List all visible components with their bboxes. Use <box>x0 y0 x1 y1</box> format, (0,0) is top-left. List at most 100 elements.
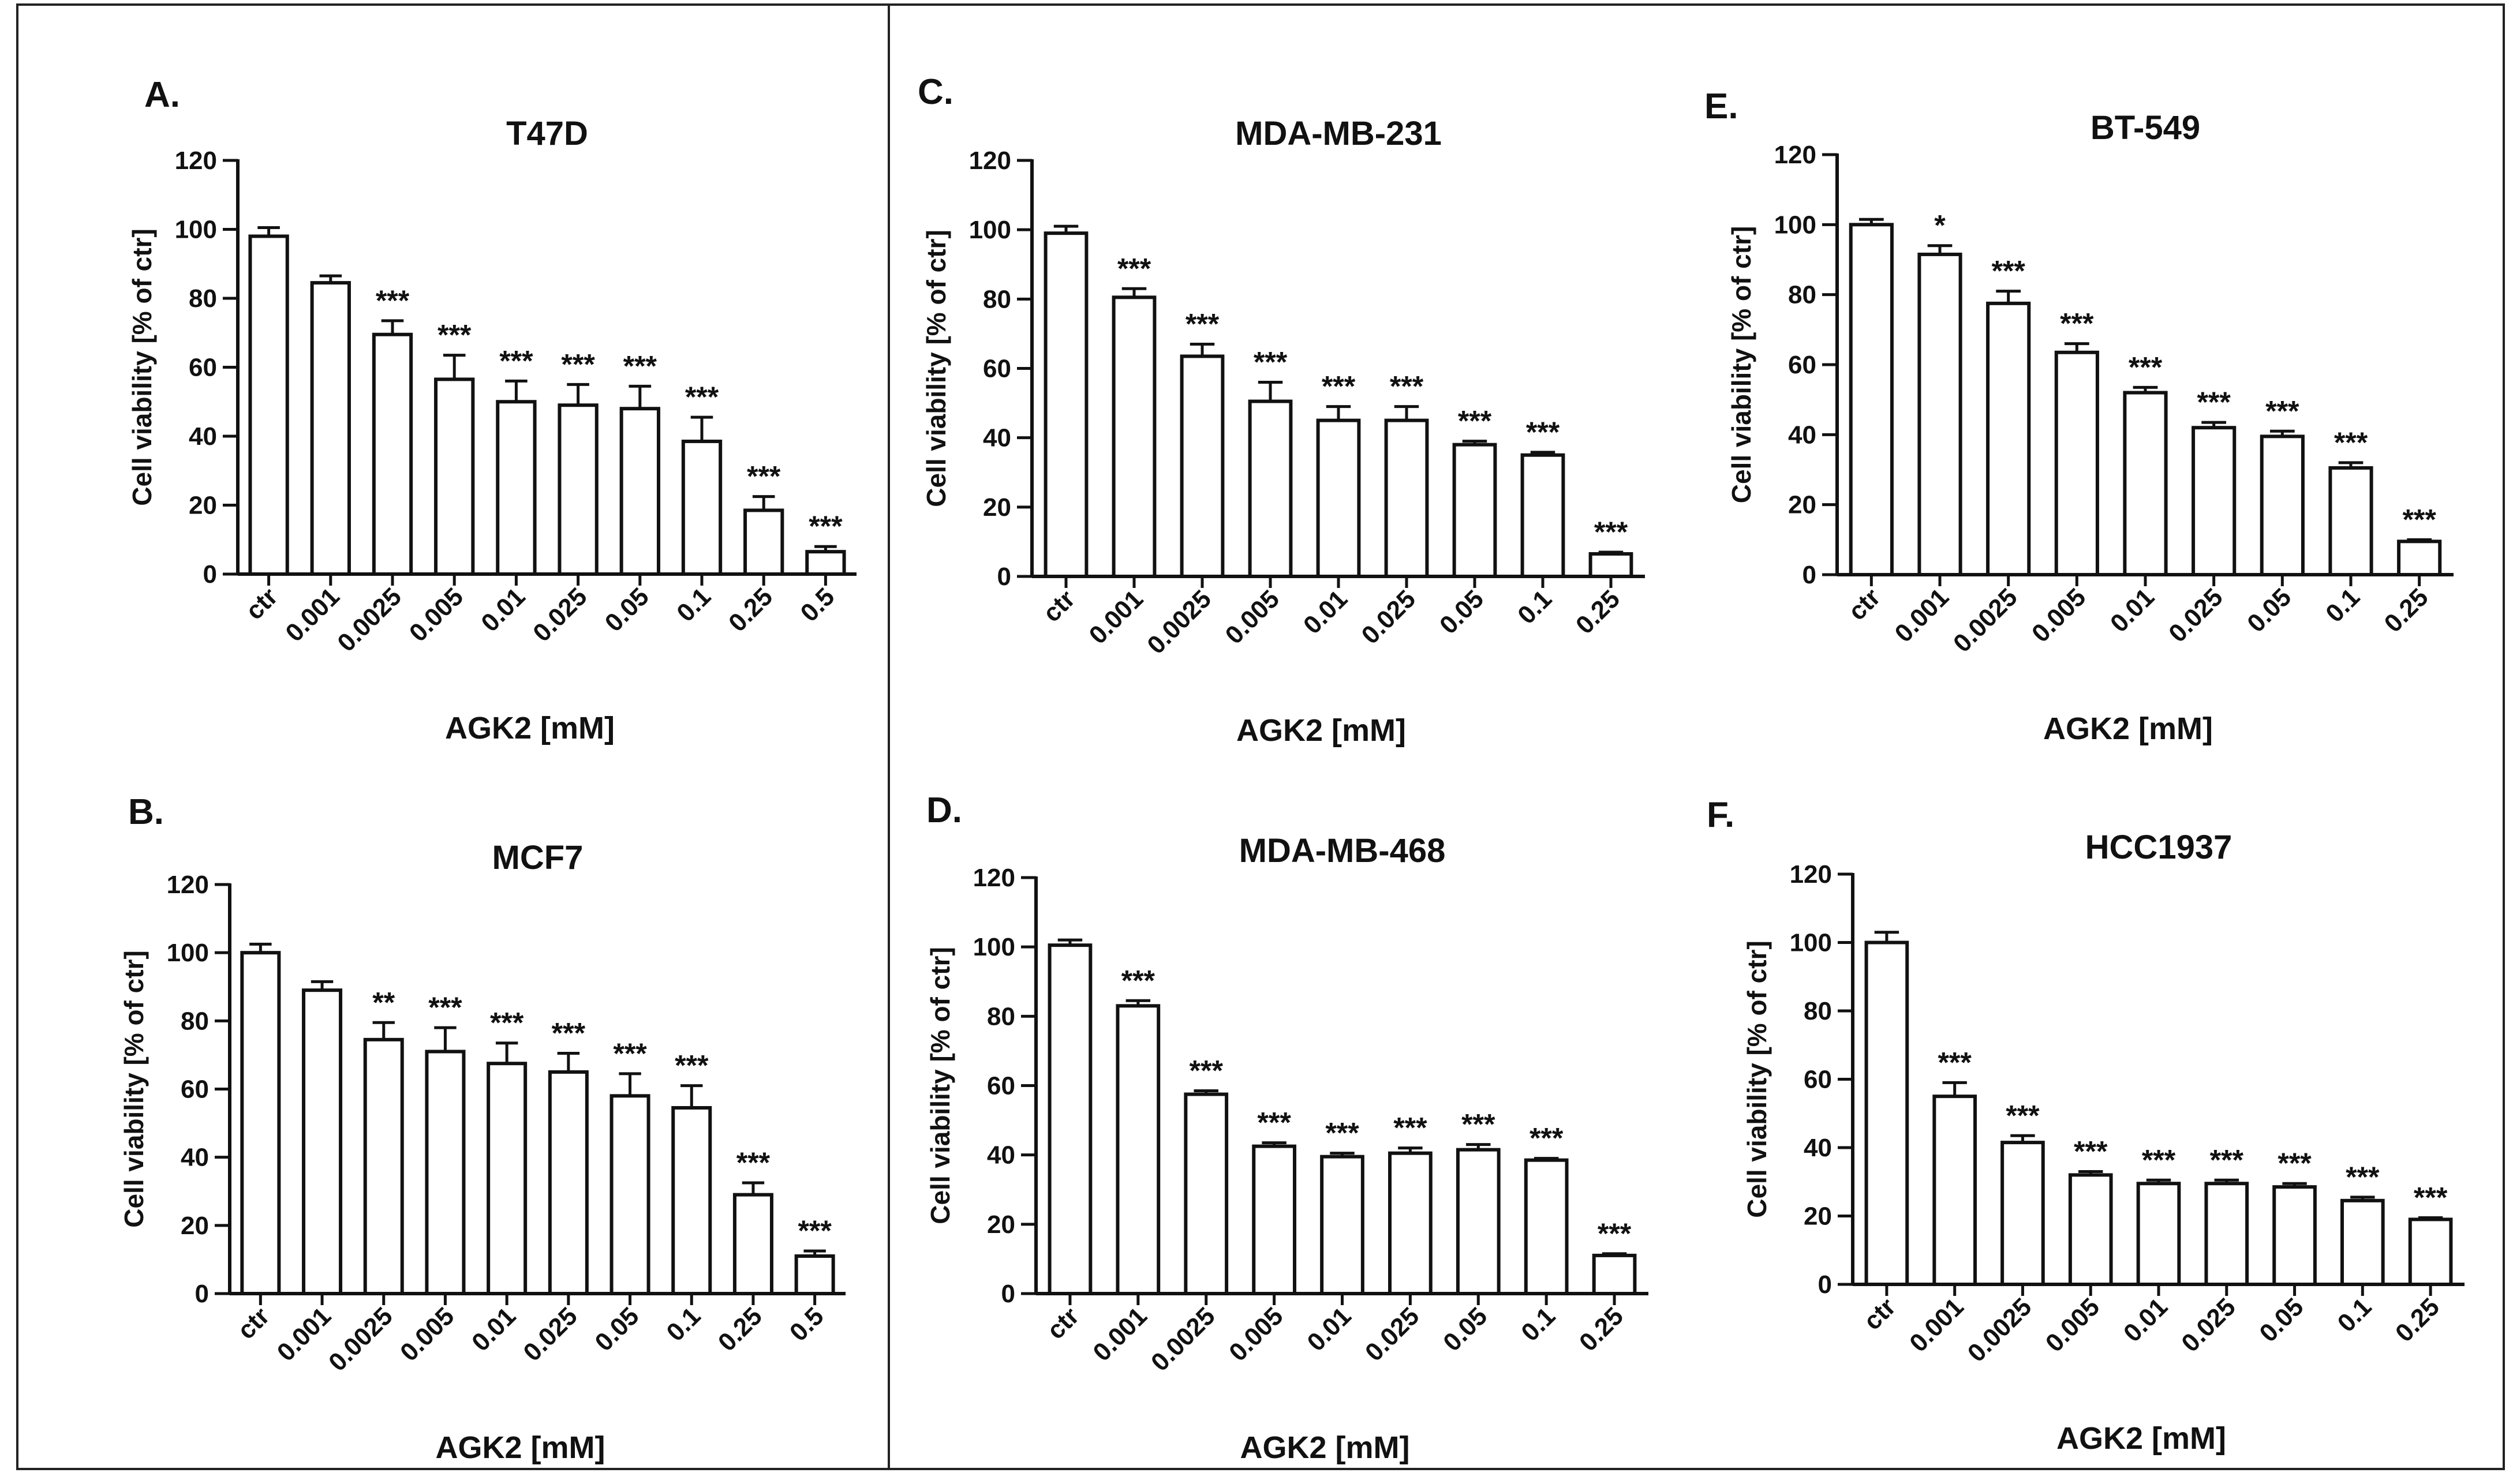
bar <box>1112 295 1157 578</box>
panel-label: D. <box>926 790 962 830</box>
bar <box>1588 552 1633 579</box>
chart-panel-a: A.T47D020406080100120ctr0.001***0.0025**… <box>127 75 857 745</box>
y-tick-label: 0 <box>195 1280 209 1308</box>
significance-mark: *** <box>2210 1144 2244 1176</box>
significance-mark: *** <box>1322 370 1356 403</box>
x-tick-label: 0.0025 <box>1962 1292 2037 1367</box>
bar <box>558 403 599 576</box>
x-tick-label: 0.25 <box>713 1302 768 1356</box>
bar <box>1044 231 1089 578</box>
bar <box>1524 1158 1569 1296</box>
y-tick-label: 100 <box>175 216 217 244</box>
x-tick-label: 0.05 <box>2254 1292 2309 1347</box>
panel-label: B. <box>128 792 164 832</box>
x-tick-label: ctr <box>240 582 283 625</box>
significance-mark: *** <box>685 381 719 413</box>
bar <box>743 508 784 576</box>
bar <box>302 988 343 1295</box>
y-tick-label: 80 <box>1788 281 1816 309</box>
x-axis-label: AGK2 [mM] <box>1240 1430 1410 1465</box>
bar <box>496 400 537 576</box>
chart-panel-f: F. HCC1937 0 20 40 60 80 100 120 ctr *** 0.001 *** 0.… <box>1707 795 2465 1456</box>
bar <box>487 1062 528 1295</box>
x-tick-label: 0.0025 <box>323 1302 398 1377</box>
x-tick-label: 0.005 <box>2026 583 2092 648</box>
bar <box>2272 1185 2317 1286</box>
significance-mark: *** <box>2142 1144 2176 1176</box>
y-tick-label: 60 <box>1804 1066 1832 1094</box>
x-tick-label: ctr <box>1042 1302 1085 1344</box>
x-tick-label: 0.005 <box>404 582 469 647</box>
significance-mark: *** <box>809 510 843 542</box>
x-tick-label: 0.025 <box>2176 1292 2241 1358</box>
y-tick-label: 0 <box>1818 1271 1832 1299</box>
chart-title: MDA-MB-468 <box>1239 832 1446 870</box>
x-tick-label: 0.025 <box>1356 584 1422 650</box>
significance-mark: *** <box>552 1017 586 1049</box>
significance-mark: *** <box>1257 1107 1291 1139</box>
significance-mark: *** <box>1390 370 1424 403</box>
x-tick-label: 0.0025 <box>1142 584 1217 659</box>
x-tick-label: 0.01 <box>2105 583 2160 638</box>
figure-frame <box>16 3 2505 1470</box>
significance-mark: *** <box>1190 1055 1224 1087</box>
significance-mark: *** <box>2197 386 2231 418</box>
x-tick-label: 0.0025 <box>1146 1302 1221 1377</box>
y-tick-label: 40 <box>983 424 1011 452</box>
x-tick-label: 0.05 <box>600 582 655 637</box>
significance-mark: * <box>1934 209 1946 242</box>
bar <box>2192 426 2237 577</box>
significance-mark: *** <box>623 350 657 382</box>
x-tick-label: 0.5 <box>784 1302 829 1347</box>
y-tick-label: 40 <box>987 1141 1015 1170</box>
bar <box>2260 434 2305 576</box>
significance-mark: *** <box>2129 351 2163 383</box>
y-tick-label: 100 <box>167 939 209 967</box>
bar <box>1384 418 1429 578</box>
significance-mark: *** <box>1530 1122 1564 1155</box>
bar <box>1116 1004 1161 1296</box>
significance-mark: *** <box>1254 346 1288 379</box>
significance-mark: *** <box>2006 1099 2040 1131</box>
y-axis-label: Cell viability [% of ctr] <box>1742 940 1772 1218</box>
significance-mark: *** <box>2278 1147 2312 1179</box>
bar <box>2328 466 2373 577</box>
bar <box>1180 354 1225 578</box>
bar <box>548 1070 589 1296</box>
significance-mark: *** <box>428 991 462 1024</box>
panel-label: E. <box>1704 87 1738 126</box>
significance-mark: *** <box>490 1007 524 1039</box>
x-tick-label: ctr <box>1843 583 1886 625</box>
bar <box>1917 252 1962 576</box>
bar <box>2136 1182 2181 1286</box>
x-tick-label: 0.001 <box>1087 1302 1153 1367</box>
bar <box>794 1254 835 1295</box>
significance-mark: *** <box>613 1037 647 1070</box>
significance-mark: ** <box>372 986 395 1018</box>
x-tick-label: 0.1 <box>1516 1302 1561 1347</box>
significance-mark: *** <box>1594 516 1628 548</box>
significance-mark: *** <box>2346 1161 2380 1193</box>
x-tick-label: 0.0025 <box>332 582 407 657</box>
x-axis-label: AGK2 [mM] <box>1236 713 1406 748</box>
x-tick-label: ctr <box>232 1302 275 1344</box>
bar <box>2054 350 2099 576</box>
significance-mark: *** <box>2402 503 2436 535</box>
y-tick-label: 20 <box>987 1211 1015 1239</box>
bar <box>310 281 351 576</box>
x-tick-label: 0.25 <box>2379 583 2434 638</box>
bar <box>671 1105 712 1296</box>
chart-panel-d: D. MDA-MB-468 0 20 40 60 80 100 120 ctr *** 0.001 **… <box>925 790 1648 1465</box>
x-tick-label: ctr <box>1038 584 1080 627</box>
chart-title: MDA-MB-231 <box>1235 115 1442 152</box>
x-tick-label: 0.001 <box>1904 1292 1969 1358</box>
chart-panel-b: B.MCF7020406080100120ctr0.001**0.0025***… <box>119 792 846 1465</box>
significance-mark: *** <box>1393 1112 1427 1144</box>
x-tick-label: 0.1 <box>2320 583 2365 628</box>
bar <box>1849 223 1894 577</box>
y-axis-label: Cell viability [% of ctr] <box>1726 226 1756 504</box>
bar <box>1184 1092 1229 1296</box>
y-tick-label: 20 <box>1788 491 1816 519</box>
x-tick-label: 0.25 <box>2390 1292 2445 1347</box>
x-tick-label: 0.05 <box>2242 583 2297 638</box>
